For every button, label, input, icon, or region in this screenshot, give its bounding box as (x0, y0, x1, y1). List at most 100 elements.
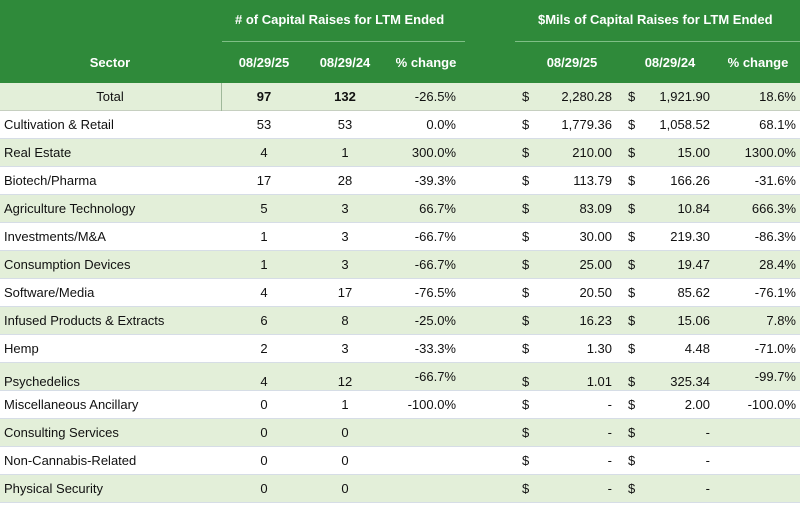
count-2025-cell: 97 (256, 89, 272, 104)
dollar-sign-cell: $ (628, 145, 636, 160)
count-2025-cell: 0 (260, 453, 268, 468)
count-change-cell: -76.5% (414, 285, 456, 300)
count-2025-cell: 6 (260, 313, 268, 328)
dollar-2024-cell: 1,058.52 (659, 117, 710, 132)
count-group-divider (222, 41, 465, 42)
dollar-2025-cell: 210.00 (572, 145, 612, 160)
dollar-2024-cell: 166.26 (670, 173, 710, 188)
col-header-count-2025: 08/29/25 (238, 55, 290, 70)
col-header-sector: Sector (89, 55, 131, 70)
count-change-cell: -26.5% (414, 89, 456, 104)
dollar-change-cell: 18.6% (759, 89, 796, 104)
dollar-sign-cell: $ (522, 285, 530, 300)
count-2024-cell: 3 (341, 257, 349, 272)
count-2025-cell: 4 (260, 374, 268, 389)
dollar-2025-cell: 25.00 (579, 257, 612, 272)
col-header-dollar-change: % change (727, 55, 789, 70)
sector-cell: Cultivation & Retail (4, 117, 114, 132)
count-change-cell: -33.3% (414, 341, 456, 356)
dollar-sign-cell: $ (628, 425, 636, 440)
dollar-sign-cell: $ (522, 453, 530, 468)
dollar-2024-cell: 15.06 (677, 313, 710, 328)
dollar-change-cell: -76.1% (754, 285, 796, 300)
sector-cell: Total (96, 89, 124, 104)
dollar-change-cell: 666.3% (751, 201, 796, 216)
sector-cell: Psychedelics (4, 374, 80, 389)
count-change-cell: -66.7% (414, 369, 456, 384)
sector-cell: Hemp (4, 341, 39, 356)
sector-cell: Agriculture Technology (4, 201, 136, 216)
sector-cell: Non-Cannabis-Related (4, 453, 137, 468)
count-change-cell: -66.7% (414, 257, 456, 272)
count-2025-cell: 4 (260, 285, 268, 300)
dollar-2025-cell: 1,779.36 (561, 117, 612, 132)
dollar-sign-cell: $ (522, 117, 530, 132)
table-row: Real Estate 4 1 300.0% $210.00 $15.00 1300.0% (0, 139, 800, 167)
dollar-sign-cell: $ (628, 481, 636, 496)
dollar-2025-cell: 83.09 (579, 201, 612, 216)
sector-cell: Infused Products & Extracts (4, 313, 165, 328)
dollar-group-divider (515, 41, 800, 42)
table-row: Miscellaneous Ancillary 0 1 -100.0% $ - $2.00 -… (0, 391, 800, 419)
dollar-sign-cell: $ (628, 117, 636, 132)
table-row: Hemp 2 3 -33.3% $1.30 $4.48 -71.0% (0, 335, 800, 363)
sector-cell: Physical Security (4, 481, 103, 496)
dollar-sign-cell: $ (628, 173, 636, 188)
count-2024-cell: 1 (341, 397, 349, 412)
dollar-2024-cell: 15.00 (677, 145, 710, 160)
dollar-sign-cell: $ (628, 397, 636, 412)
dollar-sign-cell: $ (628, 453, 636, 468)
dollar-sign-cell: $ (628, 374, 636, 389)
count-change-cell: -39.3% (414, 173, 456, 188)
sector-cell: Consumption Devices (4, 257, 131, 272)
dollar-2025-cell: - (607, 481, 612, 496)
dollar-sign-cell: $ (522, 481, 530, 496)
count-2025-cell: 0 (260, 397, 268, 412)
dollar-2024-cell: - (705, 481, 710, 496)
dollar-sign-cell: $ (628, 201, 636, 216)
count-2024-cell: 3 (341, 229, 349, 244)
count-2024-cell: 1 (341, 145, 349, 160)
sector-cell: Real Estate (4, 145, 72, 160)
count-2024-cell: 3 (341, 341, 349, 356)
col-header-dollar-2024: 08/29/24 (644, 55, 696, 70)
dollar-2024-cell: 4.48 (684, 341, 710, 356)
dollar-change-cell: -31.6% (754, 173, 796, 188)
dollar-change-cell: -100.0% (747, 397, 796, 412)
dollar-change-cell: 28.4% (759, 257, 796, 272)
dollar-sign-cell: $ (628, 89, 636, 104)
dollar-sign-cell: $ (628, 257, 636, 272)
dollar-sign-cell: $ (628, 285, 636, 300)
col-header-count-change: % change (395, 55, 457, 70)
count-2024-cell: 132 (334, 89, 356, 104)
sector-cell: Biotech/Pharma (4, 173, 97, 188)
sector-cell: Investments/M&A (4, 229, 106, 244)
count-2025-cell: 0 (260, 481, 268, 496)
dollar-sign-cell: $ (522, 425, 530, 440)
dollar-group-title: $Mils of Capital Raises for LTM Ended (538, 12, 773, 27)
dollar-sign-cell: $ (522, 257, 530, 272)
dollar-2025-cell: 2,280.28 (561, 89, 612, 104)
dollar-2025-cell: 20.50 (579, 285, 612, 300)
dollar-2024-cell: - (705, 453, 710, 468)
table-row: Consulting Services 0 0 $ - $ - (0, 419, 800, 447)
dollar-2025-cell: 1.01 (586, 374, 612, 389)
count-2024-cell: 0 (341, 453, 349, 468)
count-group-title: # of Capital Raises for LTM Ended (235, 12, 445, 27)
table-row: Investments/M&A 1 3 -66.7% $30.00 $219.30 -86.… (0, 223, 800, 251)
dollar-sign-cell: $ (628, 229, 636, 244)
count-change-cell: 66.7% (419, 201, 456, 216)
dollar-sign-cell: $ (522, 397, 530, 412)
dollar-sign-cell: $ (522, 341, 530, 356)
count-2024-cell: 12 (337, 374, 353, 389)
col-header-dollar-2025: 08/29/25 (546, 55, 598, 70)
table-header: # of Capital Raises for LTM Ended $Mils … (0, 0, 800, 83)
table-row: Consumption Devices 1 3 -66.7% $25.00 $19.47 2… (0, 251, 800, 279)
count-2025-cell: 5 (260, 201, 268, 216)
count-change-cell: -25.0% (414, 313, 456, 328)
dollar-2024-cell: - (705, 425, 710, 440)
dollar-2024-cell: 219.30 (670, 229, 710, 244)
col-header-count-2024: 08/29/24 (319, 55, 371, 70)
dollar-2024-cell: 1,921.90 (659, 89, 710, 104)
